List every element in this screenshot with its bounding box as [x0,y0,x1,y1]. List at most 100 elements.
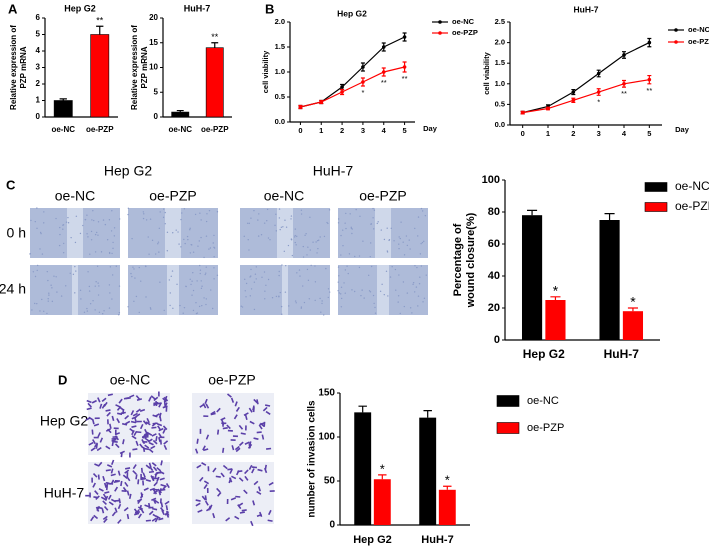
texture [148,253,150,255]
y-tick-label: 100 [318,432,335,443]
bar [545,300,566,340]
stained-cell [258,486,261,492]
error-bar [402,32,407,42]
stained-cell [147,431,153,436]
stained-cell [123,396,130,400]
stained-cell [153,489,159,495]
y-tick-label: 0 [329,520,335,531]
significance-mark: ** [211,32,219,42]
stained-cell [241,509,247,512]
texture [108,284,111,286]
wound-gap [377,265,389,315]
y-tick-label: 6 [36,13,41,22]
y-tick-label: 4 [36,46,41,55]
texture [245,296,247,298]
stained-cell [154,471,160,476]
texture [84,218,87,221]
stained-cell [220,417,226,421]
stained-cell [105,481,111,485]
texture [96,231,98,234]
texture [172,307,174,310]
texture [134,277,136,279]
wound-gap [277,208,293,258]
texture [344,292,346,294]
stained-cell [122,486,128,492]
texture [421,210,424,212]
texture [89,253,91,255]
texture [340,234,342,237]
texture [338,275,340,277]
texture [36,227,38,230]
stained-cell [107,494,112,500]
y-tick-label: 5 [36,30,41,39]
y-tick-label: 2.0 [495,38,505,47]
texture [372,294,375,297]
column-label: oe-PZP [359,188,406,204]
y-tick-label: 0 [154,112,159,121]
texture [191,294,193,296]
stained-cell [99,403,103,409]
stained-cell [137,506,144,511]
stained-cell [131,425,137,428]
significance-mark: * [553,283,559,299]
stained-cell [222,427,228,430]
texture [211,307,214,310]
stained-cell [151,422,157,427]
texture [398,236,400,238]
row-label: HuH-7 [44,485,85,501]
stained-cell [102,493,107,499]
texture [296,272,298,274]
texture [192,272,194,274]
texture [254,273,257,275]
x-tick-label: oe-PZP [201,125,229,134]
stained-cell [103,518,108,523]
y-tick-label: 40 [488,270,500,282]
texture [376,222,378,225]
texture [397,295,400,297]
y-tick-label: 2.0 [275,17,285,26]
texture [171,270,174,272]
texture [145,296,147,298]
texture [94,251,97,253]
texture [361,289,363,291]
texture [158,227,161,230]
stained-cell [243,412,249,416]
texture [189,227,191,230]
texture [314,299,316,302]
texture [199,269,202,271]
texture [327,288,330,290]
texture [308,298,311,300]
stained-cell [229,468,233,474]
stained-cell [135,395,141,400]
texture [264,298,266,300]
stained-cell [137,479,140,485]
stained-cell [91,429,94,435]
data-point [622,82,626,86]
stained-cell [142,472,146,478]
texture [39,231,42,234]
texture [279,228,281,231]
error-bar [647,74,652,85]
stained-cell [203,480,210,485]
stained-cell [92,472,98,478]
stained-cell [253,480,259,486]
row-label: Hep G2 [40,413,88,429]
x-axis-label: Day [675,125,690,134]
texture [208,248,210,250]
stained-cell [139,423,144,430]
legend-swatch [674,40,678,44]
stained-cell [148,448,154,453]
stained-cell [248,464,253,471]
y-axis-label: cell viability [261,50,270,93]
texture [43,222,45,224]
stained-cell [226,393,232,398]
texture [373,209,376,211]
texture [213,278,215,280]
texture [189,252,192,254]
error-bar [360,62,365,72]
texture [94,285,96,287]
stained-cell [128,493,132,500]
stained-cell [234,401,238,407]
texture [182,312,184,314]
texture [90,239,93,241]
